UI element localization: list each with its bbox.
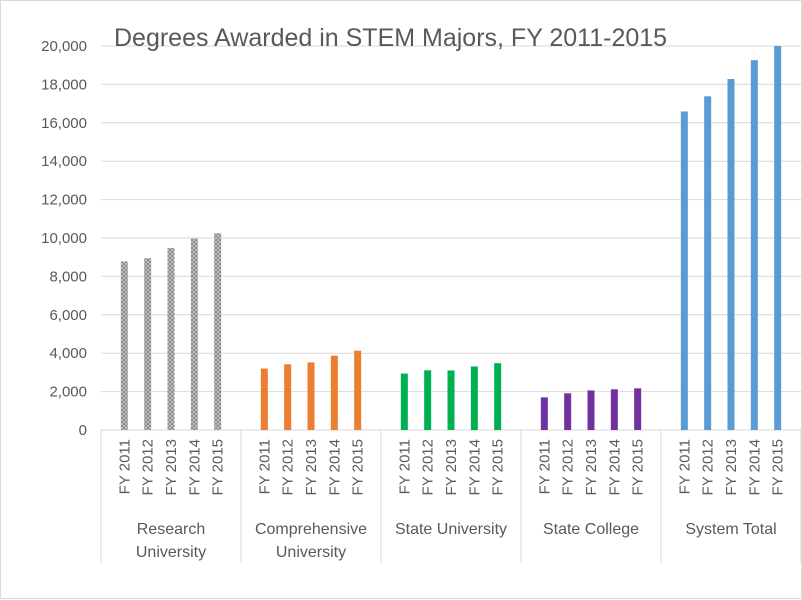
chart-title: Degrees Awarded in STEM Majors, FY 2011-… bbox=[114, 24, 667, 52]
x-tick-label: FY 2013 bbox=[583, 439, 600, 495]
x-tick-label: FY 2013 bbox=[443, 439, 460, 495]
x-tick-label: FY 2015 bbox=[490, 439, 507, 495]
x-tick-label: FY 2015 bbox=[210, 439, 227, 495]
x-tick-label: FY 2013 bbox=[163, 439, 180, 495]
y-tick-label: 8,000 bbox=[49, 268, 87, 285]
bar bbox=[610, 389, 618, 430]
bar bbox=[260, 368, 268, 430]
bar bbox=[307, 362, 315, 430]
y-tick-label: 20,000 bbox=[41, 38, 87, 55]
y-tick-label: 12,000 bbox=[41, 192, 87, 209]
bar bbox=[330, 355, 338, 430]
y-tick-label: 18,000 bbox=[41, 76, 87, 93]
bar bbox=[680, 111, 688, 431]
bar bbox=[400, 373, 408, 430]
bar bbox=[727, 79, 735, 431]
gridlines bbox=[101, 45, 801, 393]
y-tick-label: 10,000 bbox=[41, 230, 87, 247]
bar bbox=[190, 238, 198, 430]
bar bbox=[634, 388, 642, 430]
bar bbox=[494, 363, 502, 430]
y-tick-label: 2,000 bbox=[49, 384, 87, 401]
bar bbox=[470, 366, 478, 430]
x-tick-label: FY 2014 bbox=[606, 439, 623, 495]
bar bbox=[424, 370, 432, 430]
x-tick-label: FY 2014 bbox=[746, 439, 763, 495]
group-label: University bbox=[276, 544, 346, 561]
bars bbox=[120, 46, 782, 431]
x-tick-label: FY 2013 bbox=[303, 439, 320, 495]
y-tick-label: 14,000 bbox=[41, 153, 87, 170]
x-tick-label: FY 2012 bbox=[420, 439, 437, 495]
bar bbox=[167, 247, 175, 430]
bar bbox=[564, 393, 572, 430]
y-tick-label: 16,000 bbox=[41, 115, 87, 132]
group-label: System Total bbox=[685, 521, 776, 538]
x-tick-label: FY 2015 bbox=[770, 439, 787, 495]
x-tick-label: FY 2011 bbox=[676, 439, 693, 494]
axis-labels: 0 2,000 4,000 6,000 8,000 10,000 12,000 14,000 1… bbox=[41, 38, 787, 561]
bar bbox=[284, 364, 292, 430]
x-tick-label: FY 2012 bbox=[280, 439, 297, 495]
bar bbox=[587, 390, 595, 430]
bar bbox=[750, 60, 758, 430]
bar bbox=[354, 350, 362, 430]
x-tick-label: FY 2012 bbox=[700, 439, 717, 495]
bar bbox=[540, 397, 548, 430]
group-label: University bbox=[136, 544, 206, 561]
x-tick-label: FY 2012 bbox=[560, 439, 577, 495]
x-tick-label: FY 2011 bbox=[536, 439, 553, 494]
x-tick-label: FY 2011 bbox=[396, 439, 413, 494]
y-tick-label: 4,000 bbox=[49, 345, 87, 362]
x-tick-label: FY 2014 bbox=[186, 439, 203, 495]
bar bbox=[214, 233, 222, 430]
x-tick-label: FY 2011 bbox=[116, 439, 133, 494]
bar bbox=[774, 46, 782, 430]
bar bbox=[704, 96, 712, 430]
group-label: Research bbox=[137, 521, 205, 538]
x-tick-label: FY 2011 bbox=[256, 439, 273, 494]
group-label: Comprehensive bbox=[255, 521, 367, 538]
bar bbox=[144, 258, 152, 430]
x-tick-label: FY 2014 bbox=[466, 439, 483, 495]
x-tick-label: FY 2015 bbox=[630, 439, 647, 495]
bar bbox=[447, 370, 455, 430]
bar bbox=[120, 261, 128, 430]
y-tick-label: 6,000 bbox=[49, 307, 87, 324]
y-tick-label: 0 bbox=[79, 422, 87, 439]
x-tick-label: FY 2015 bbox=[350, 439, 367, 495]
x-tick-label: FY 2012 bbox=[140, 439, 157, 495]
x-tick-label: FY 2014 bbox=[326, 439, 343, 495]
x-tick-label: FY 2013 bbox=[723, 439, 740, 495]
group-label: State University bbox=[395, 521, 507, 538]
group-label: State College bbox=[543, 521, 639, 538]
